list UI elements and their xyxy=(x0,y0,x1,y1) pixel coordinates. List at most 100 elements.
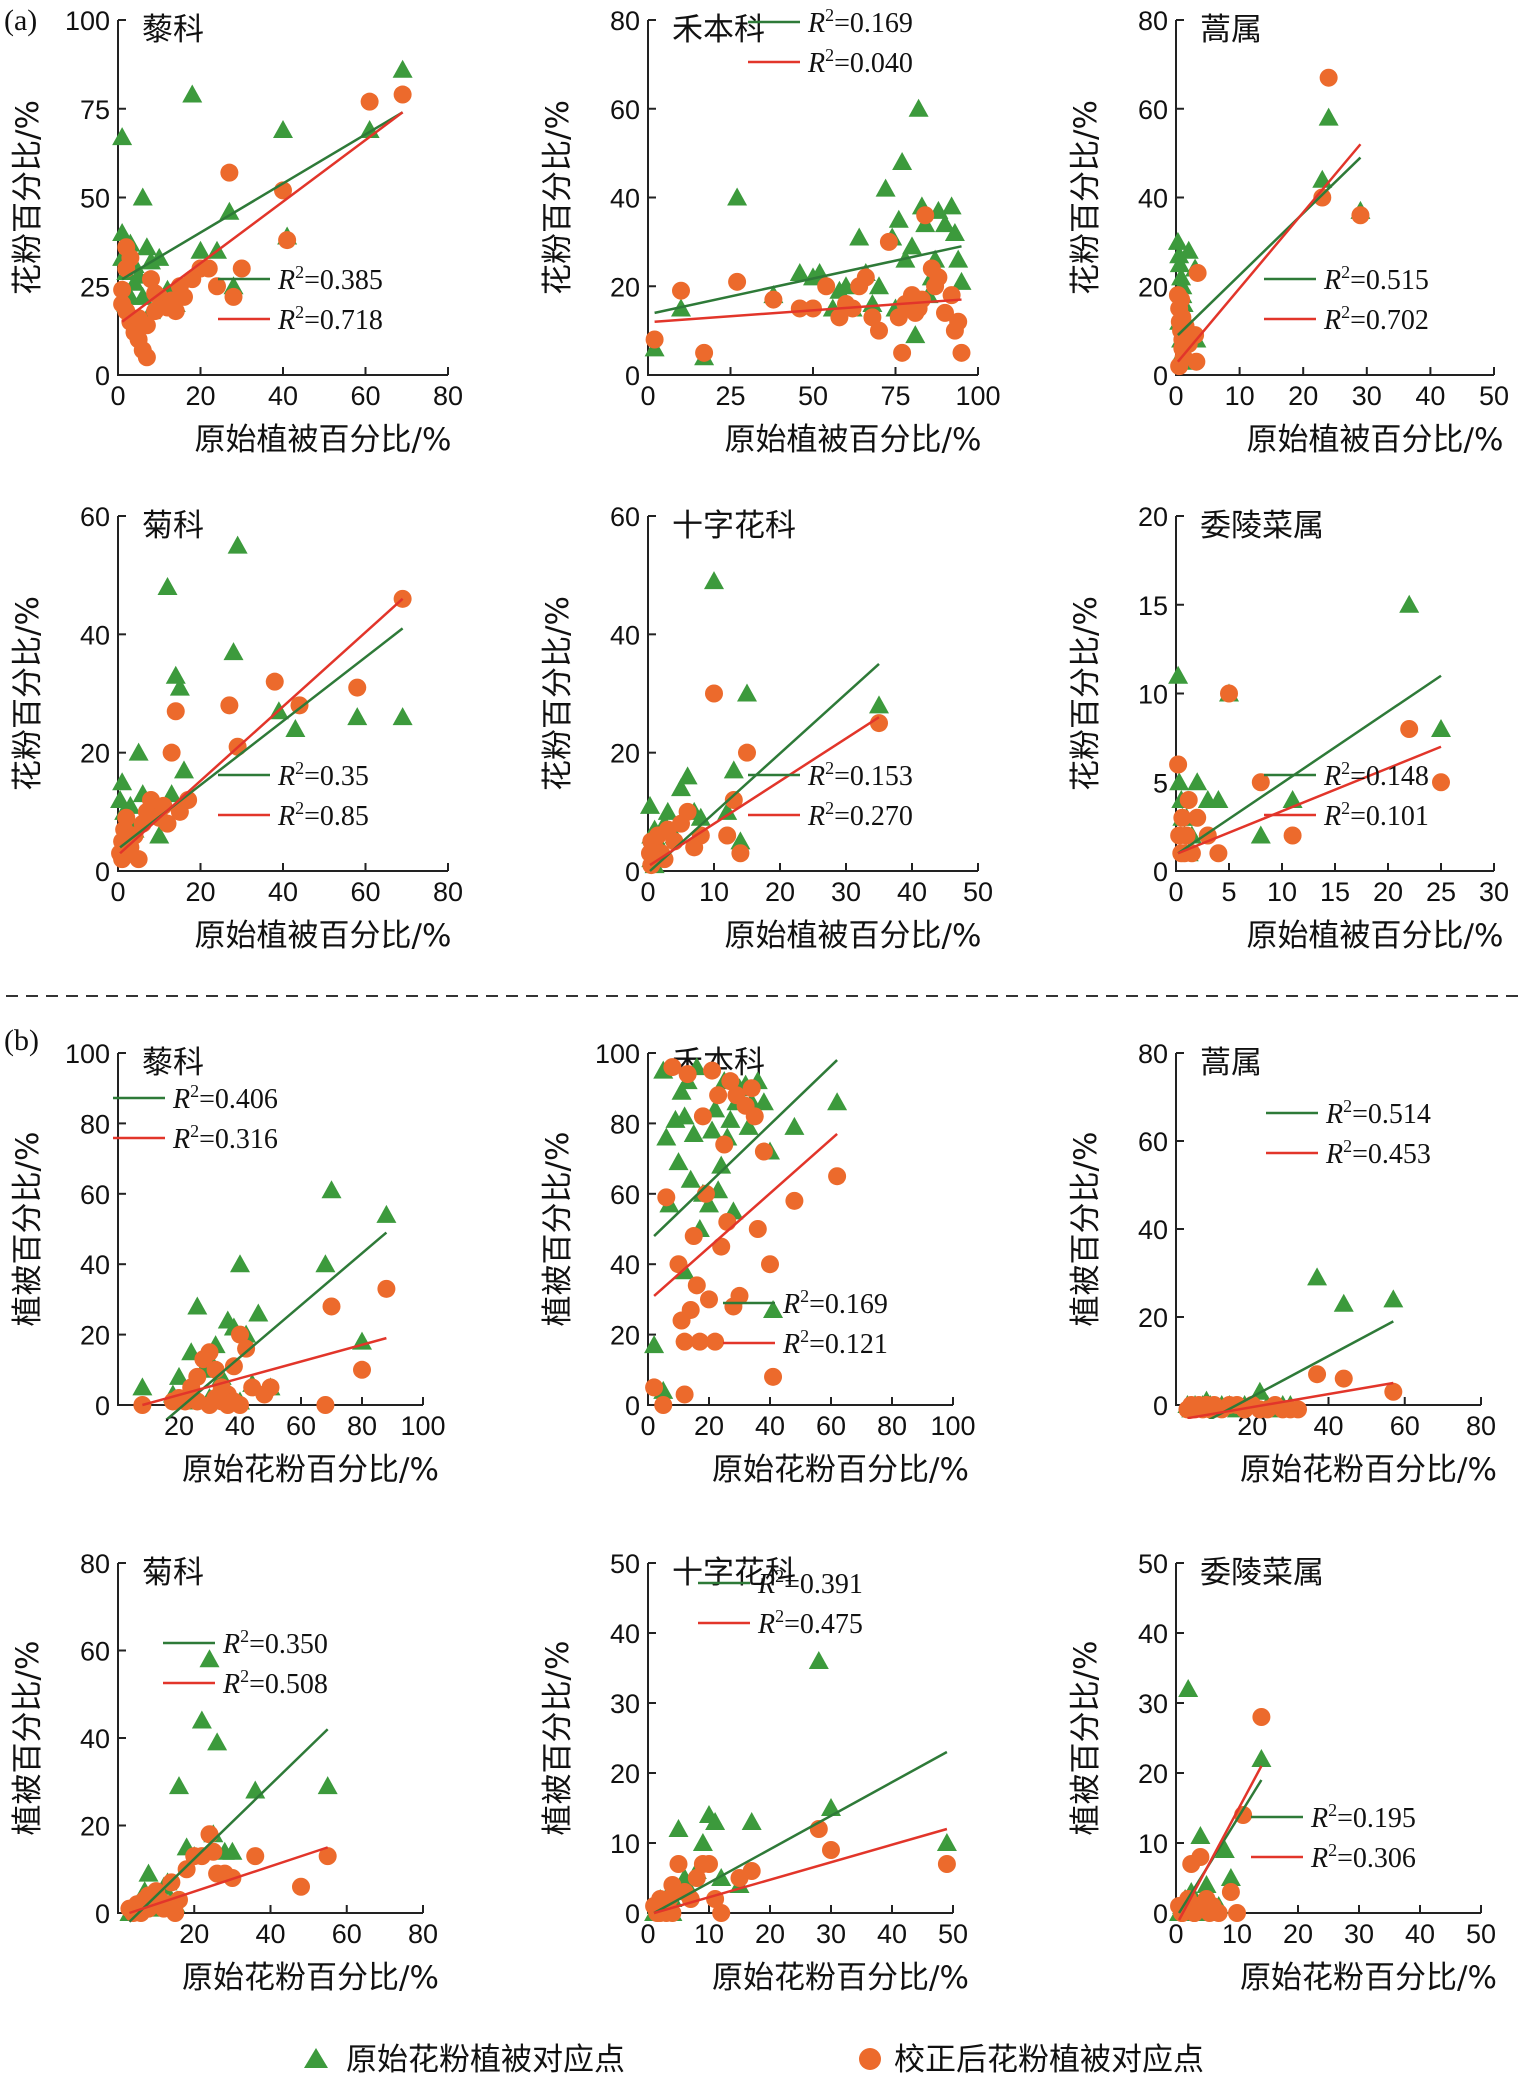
y-tick-label: 0 xyxy=(625,1391,640,1421)
point-corrected xyxy=(828,1167,847,1186)
point-corrected xyxy=(1319,68,1338,87)
point-corrected xyxy=(1251,773,1270,792)
point-original xyxy=(1169,772,1190,791)
x-tick-label: 40 xyxy=(225,1411,255,1441)
point-original xyxy=(182,84,203,103)
y-axis-title: 花粉百分比/% xyxy=(1068,100,1104,295)
point-corrected xyxy=(322,1297,341,1316)
point-original xyxy=(680,1169,701,1188)
point-corrected xyxy=(158,814,177,833)
point-corrected xyxy=(856,268,875,287)
point-corrected xyxy=(137,316,156,335)
point-corrected xyxy=(952,343,971,362)
point-corrected xyxy=(1185,1904,1204,1922)
point-original xyxy=(668,1819,689,1837)
y-axis-title: 花粉百分比/% xyxy=(540,100,576,295)
point-corrected xyxy=(360,92,379,111)
legend-triangle-marker xyxy=(304,2048,328,2068)
x-tick-label: 50 xyxy=(963,877,993,907)
point-original xyxy=(132,187,153,206)
point-corrected xyxy=(712,1237,731,1256)
point-original xyxy=(169,1366,189,1385)
y-tick-label: 60 xyxy=(80,502,110,532)
fit-line-original xyxy=(165,1231,388,1419)
y-tick-label: 60 xyxy=(80,1637,110,1667)
point-original xyxy=(888,209,909,228)
y-tick-label: 40 xyxy=(1138,1215,1168,1245)
point-corrected xyxy=(721,1072,740,1091)
point-corrected xyxy=(353,1360,371,1379)
point-corrected xyxy=(200,1343,219,1362)
point-original xyxy=(227,535,248,554)
r2-label: R2=0.148 xyxy=(1323,758,1429,792)
point-corrected xyxy=(929,268,948,287)
marks xyxy=(112,59,413,367)
point-original xyxy=(187,1296,208,1315)
r2-label: R2=0.350 xyxy=(222,1626,328,1660)
x-axis-title: 原始植被百分比/% xyxy=(195,918,452,954)
point-original xyxy=(1178,240,1199,259)
point-original xyxy=(789,262,810,281)
y-tick-label: 20 xyxy=(610,1321,640,1351)
point-corrected xyxy=(764,1367,783,1386)
point-original xyxy=(944,223,965,241)
x-tick-label: 0 xyxy=(110,381,125,411)
x-tick-label: 30 xyxy=(1344,1919,1374,1949)
point-corrected xyxy=(146,302,165,321)
point-original xyxy=(935,214,955,233)
x-axis-title: 原始花粉百分比/% xyxy=(182,1960,439,1996)
r2-label: R2=0.85 xyxy=(277,798,369,832)
x-tick-label: 30 xyxy=(1479,877,1509,907)
y-tick-label: 0 xyxy=(625,857,640,887)
x-tick-label: 20 xyxy=(185,381,215,411)
point-original xyxy=(808,1651,829,1669)
fit-line-corrected xyxy=(119,597,404,855)
point-original xyxy=(392,59,413,78)
y-axis-title: 植被百分比/% xyxy=(10,1132,46,1327)
point-corrected xyxy=(678,1065,697,1084)
fit-line-corrected xyxy=(1176,143,1362,363)
point-corrected xyxy=(745,1107,764,1126)
y-tick-label: 80 xyxy=(610,1109,640,1139)
point-corrected xyxy=(1188,263,1207,282)
y-tick-label: 60 xyxy=(1138,1127,1168,1157)
fit-line-corrected xyxy=(142,1336,387,1407)
y-tick-label: 30 xyxy=(1138,1689,1168,1719)
r2-label: R2=0.040 xyxy=(807,45,913,79)
point-corrected xyxy=(863,308,882,327)
y-axis-title: 花粉百分比/% xyxy=(10,596,46,791)
point-original xyxy=(875,178,896,197)
point-original xyxy=(1190,1826,1211,1844)
point-original xyxy=(112,223,133,241)
point-corrected xyxy=(1432,773,1450,792)
x-tick-label: 40 xyxy=(1313,1411,1343,1441)
x-tick-label: 20 xyxy=(164,1411,194,1441)
x-tick-label: 10 xyxy=(1222,1919,1252,1949)
panel-title: 委陵菜属 xyxy=(1200,1555,1324,1591)
point-corrected xyxy=(916,206,935,225)
x-tick-label: 100 xyxy=(930,1411,975,1441)
x-tick-label: 10 xyxy=(694,1919,724,1949)
point-corrected xyxy=(718,826,737,845)
point-original xyxy=(727,187,748,206)
y-tick-label: 10 xyxy=(1138,1829,1168,1859)
point-original xyxy=(737,683,757,702)
point-original xyxy=(657,801,678,820)
legend-circle-marker xyxy=(859,2048,881,2070)
x-tick-label: 50 xyxy=(1479,381,1509,411)
fit-line-original xyxy=(649,662,880,872)
point-corrected xyxy=(177,1860,196,1879)
panel-title: 藜科 xyxy=(142,1045,204,1081)
x-axis-title: 原始花粉百分比/% xyxy=(1240,1452,1497,1488)
panel-title: 蒿属 xyxy=(1200,1045,1262,1081)
point-corrected xyxy=(690,1332,709,1351)
point-corrected xyxy=(1308,1365,1327,1384)
point-original xyxy=(1208,790,1229,808)
point-corrected xyxy=(318,1847,337,1866)
x-tick-label: 50 xyxy=(798,381,828,411)
x-tick-label: 40 xyxy=(1405,1919,1435,1949)
x-tick-label: 15 xyxy=(1320,877,1350,907)
x-tick-label: 80 xyxy=(877,1411,907,1441)
